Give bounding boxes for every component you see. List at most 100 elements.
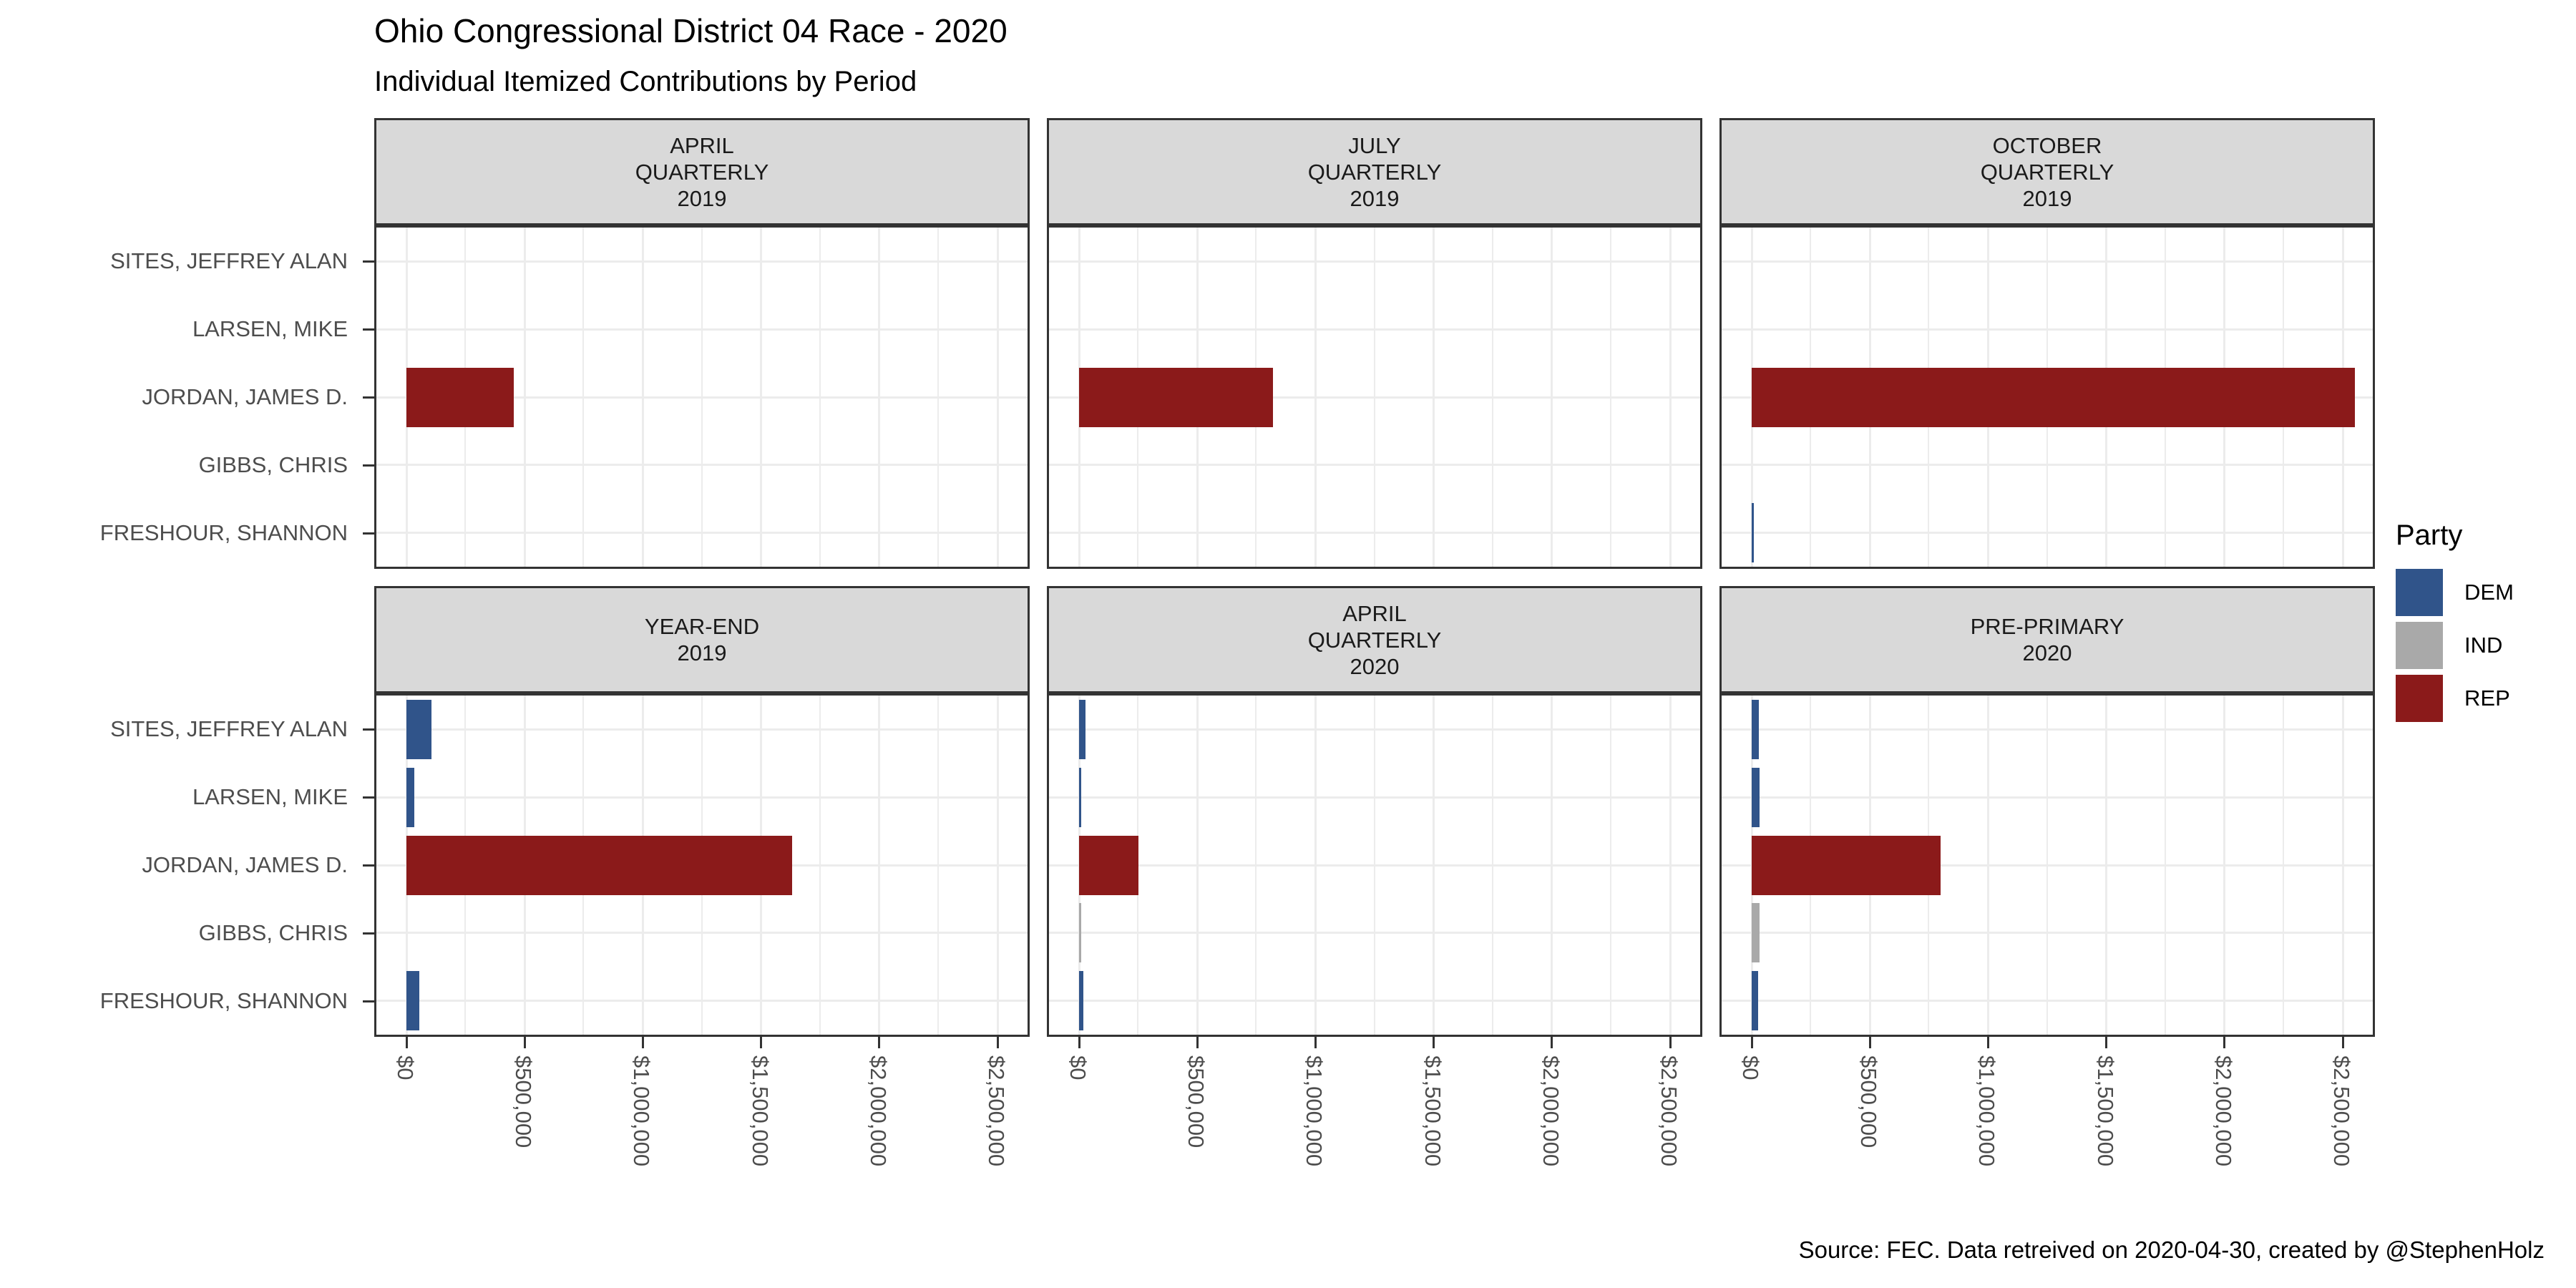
strip-label-line: QUARTERLY [635,159,769,185]
facet-strip-april-quarterly-2019: APRIL QUARTERLY 2019 [374,118,1030,225]
bar-freshour-april-quarterly-2020 [1079,971,1083,1031]
row-gridline [1049,864,1700,867]
candidate-name: FRESHOUR, SHANNON [99,987,348,1013]
panel-pre-primary-2020 [1719,693,2375,1037]
panel-april-quarterly-2020 [1047,693,1702,1037]
bar-jordan-october-quarterly-2019 [1752,367,2355,427]
row-gridline [376,396,1028,399]
candidate-name: SITES, JEFFREY ALAN [110,248,348,274]
row-gridline [1722,532,2373,535]
y-tick-mark [363,932,374,935]
bar-jordan-april-quarterly-2020 [1079,835,1138,895]
y-tick-mark [363,396,374,399]
row-gridline [376,932,1028,935]
row-gridline [1722,260,2373,263]
y-label-gibbs-chris: GIBBS, CHRIS [0,431,374,499]
strip-label-line: QUARTERLY [1307,159,1442,185]
bar-sites-pre-primary-2020 [1752,699,1759,759]
row-gridline [376,1000,1028,1002]
legend-key-rep: REP [2396,675,2514,722]
strip-label-line: YEAR-END [644,614,760,639]
legend-key-dem: DEM [2396,569,2514,616]
x-tick-mark [1196,1037,1199,1048]
panel-october-quarterly-2019 [1719,225,2375,569]
x-axis-col-1: $0 $500,000 $1,000,000 $1,500,000 $2,000,000… [374,1037,1030,1230]
bar-jordan-july-quarterly-2019 [1079,367,1273,427]
legend-label: DEM [2464,580,2514,605]
x-tick-mark [1868,1037,1871,1048]
chart-title: Ohio Congressional District 04 Race - 20… [374,12,1008,49]
y-tick-mark [363,328,374,331]
x-tick-mark [1669,1037,1672,1048]
facet-strip-july-quarterly-2019: JULY QUARTERLY 2019 [1047,118,1702,225]
x-tick-label: $0 [1065,1055,1091,1080]
x-tick-label: $0 [393,1055,418,1080]
row-gridline [376,796,1028,799]
x-tick-label: $2,000,000 [2210,1055,2236,1167]
legend-swatch-ind [2396,622,2443,669]
x-tick-label: $2,500,000 [984,1055,1009,1167]
row-gridline [1049,328,1700,331]
y-tick-mark [363,260,374,263]
x-tick-label: $2,500,000 [2329,1055,2354,1167]
x-tick-mark [1433,1037,1435,1048]
x-tick-label: $1,500,000 [747,1055,773,1167]
y-tick-mark [363,864,374,867]
bar-jordan-year-end-2019 [406,835,792,895]
y-label-jordan-james-d: JORDAN, JAMES D. [0,364,374,431]
legend-key-ind: IND [2396,622,2514,669]
panel-april-quarterly-2019 [374,225,1030,569]
candidate-name: JORDAN, JAMES D. [142,852,348,877]
strip-label-line: OCTOBER [1992,132,2102,158]
candidate-name: JORDAN, JAMES D. [142,384,348,409]
bar-freshour-year-end-2019 [406,971,420,1031]
row-gridline [1049,932,1700,935]
candidate-name: FRESHOUR, SHANNON [99,519,348,545]
y-label-freshour-shannon: FRESHOUR, SHANNON [0,499,374,567]
bar-freshour-pre-primary-2020 [1752,971,1758,1031]
facet-strip-pre-primary-2020: PRE-PRIMARY 2020 [1719,586,2375,693]
x-tick-label: $500,000 [511,1055,537,1148]
y-axis-labels-row-1: SITES, JEFFREY ALAN LARSEN, MIKE JORDAN, J… [0,225,374,569]
panel-year-end-2019 [374,693,1030,1037]
legend-swatch-dem [2396,569,2443,616]
x-axis-col-3: $0 $500,000 $1,000,000 $1,500,000 $2,000,000… [1719,1037,2375,1230]
bar-freshour-october-quarterly-2019 [1752,503,1755,563]
strip-label-line: QUARTERLY [1307,627,1442,653]
y-tick-mark [363,728,374,731]
legend-label: REP [2464,686,2510,711]
bar-jordan-pre-primary-2020 [1752,835,1941,895]
y-label-sites-jeffrey-alan: SITES, JEFFREY ALAN [0,696,374,763]
row-gridline [1722,728,2373,731]
y-label-gibbs-chris: GIBBS, CHRIS [0,899,374,967]
x-tick-mark [1986,1037,1989,1048]
x-tick-mark [1078,1037,1080,1048]
x-tick-mark [1551,1037,1553,1048]
candidate-name: GIBBS, CHRIS [198,452,348,477]
bar-sites-april-quarterly-2020 [1079,699,1086,759]
strip-label-line: PRE-PRIMARY [1970,614,2124,639]
x-tick-label: $500,000 [1856,1055,1882,1148]
y-label-jordan-james-d: JORDAN, JAMES D. [0,831,374,899]
bar-gibbs-april-quarterly-2020 [1079,903,1081,963]
x-tick-label: $0 [1738,1055,1763,1080]
x-tick-mark [878,1037,881,1048]
row-gridline [376,260,1028,263]
row-gridline [1049,1000,1700,1002]
bar-larsen-april-quarterly-2020 [1079,767,1081,827]
row-gridline [1722,796,2373,799]
candidate-name: GIBBS, CHRIS [198,919,348,945]
x-tick-label: $2,500,000 [1657,1055,1682,1167]
x-tick-mark [1750,1037,1753,1048]
row-gridline [1722,1000,2373,1002]
bar-gibbs-pre-primary-2020 [1752,903,1760,963]
y-tick-mark [363,1000,374,1002]
legend-label: IND [2464,633,2503,658]
x-tick-mark [1314,1037,1317,1048]
strip-label-line: JULY [1348,132,1401,158]
x-tick-mark [2105,1037,2108,1048]
x-tick-label: $1,000,000 [1974,1055,2000,1167]
strip-label-line: 2019 [677,185,727,211]
x-tick-mark [405,1037,408,1048]
x-axis-col-2: $0 $500,000 $1,000,000 $1,500,000 $2,000,000… [1047,1037,1702,1230]
